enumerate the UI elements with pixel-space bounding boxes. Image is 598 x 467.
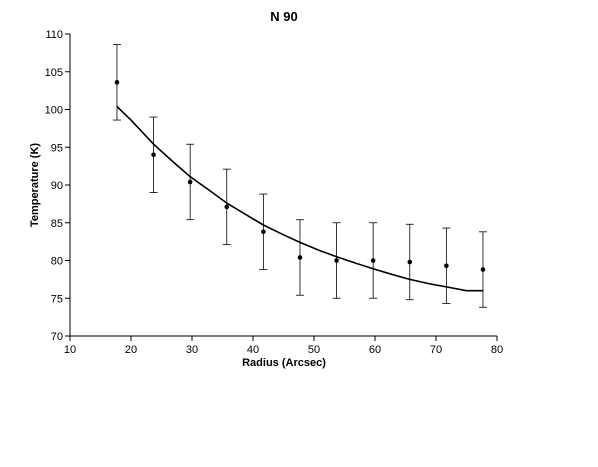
chart-title: N 90 — [270, 9, 297, 24]
y-tick-label: 75 — [51, 293, 63, 305]
plot-area: 10 20 30 40 50 60 70 80 70 75 80 85 90 95 100 105 110 — [45, 29, 503, 356]
data-point — [114, 80, 120, 85]
y-tick-label: 80 — [51, 256, 63, 268]
x-tick-label: 50 — [308, 344, 320, 356]
x-axis-label: Radius (Arcsec) — [242, 357, 326, 369]
y-tick-label: 95 — [51, 142, 63, 154]
data-point — [444, 263, 449, 269]
x-tick-label: 70 — [430, 344, 442, 356]
x-tick-label: 80 — [491, 344, 503, 356]
data-point — [297, 255, 303, 260]
data-point — [224, 204, 230, 210]
y-tick-label: 90 — [51, 180, 63, 192]
data-point — [187, 179, 193, 185]
y-tick-label: 105 — [45, 67, 63, 79]
x-tick-label: 30 — [186, 344, 198, 356]
x-tick-label: 10 — [64, 344, 76, 356]
data-point — [334, 258, 339, 263]
x-tick-label: 60 — [369, 344, 381, 356]
data-point — [261, 229, 266, 235]
data-point — [370, 258, 376, 263]
data-point — [480, 267, 486, 272]
y-tick-label: 100 — [45, 105, 63, 117]
data-point — [407, 259, 413, 265]
fit-line — [116, 105, 483, 292]
data-point — [151, 152, 156, 158]
x-tick-label: 40 — [247, 344, 259, 356]
y-tick-label: 110 — [45, 29, 63, 41]
x-tick-label: 20 — [125, 344, 137, 356]
y-axis-label: Temperature (K) — [29, 143, 41, 227]
y-tick-label: 70 — [51, 331, 63, 343]
y-tick-label: 85 — [51, 218, 63, 230]
